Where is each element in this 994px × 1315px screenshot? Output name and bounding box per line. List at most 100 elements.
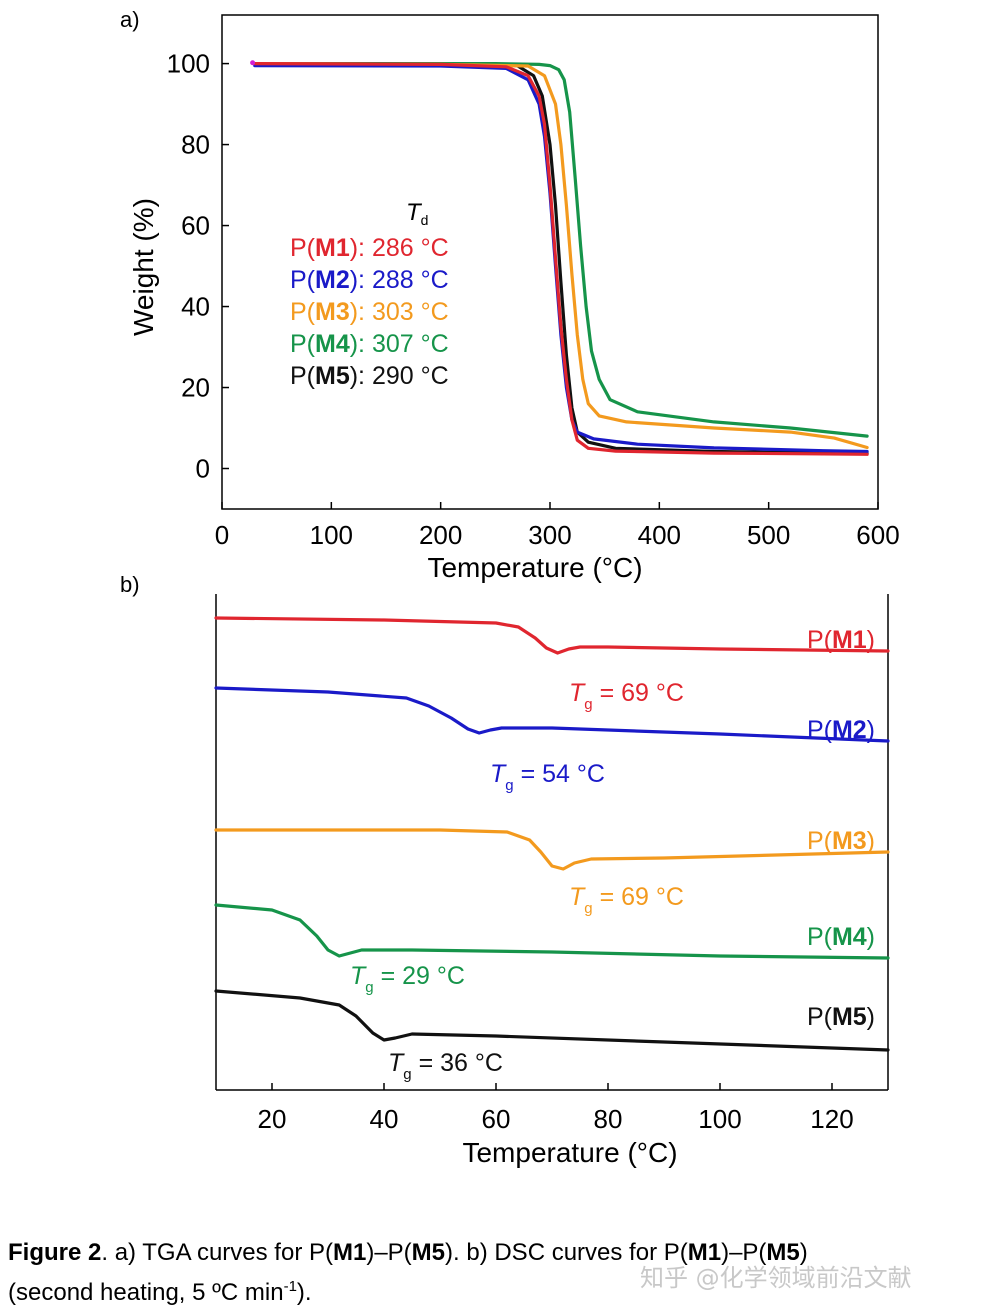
x-tick-label: 120	[810, 1104, 853, 1134]
x-tick-label: 200	[419, 520, 462, 550]
tg-subscript: g	[584, 900, 592, 917]
legend-entry-text: P(	[290, 330, 316, 358]
legend-title-subscript: d	[421, 212, 429, 228]
series-name-bold: M3	[832, 827, 867, 855]
x-axis-label: Temperature (°C)	[427, 552, 642, 583]
caption-text: ). b) DSC curves for P(	[445, 1239, 688, 1266]
panel-a-label: a)	[120, 7, 140, 32]
series-name-text: P(	[807, 626, 833, 654]
x-axis-label: Temperature (°C)	[462, 1137, 677, 1168]
series-name-text: P(	[807, 716, 833, 744]
legend-entry-text: P(	[290, 234, 316, 262]
tg-value: = 69 °C	[593, 679, 684, 707]
series-name-label: P(M1)	[807, 626, 875, 654]
dsc-series-line	[214, 828, 890, 871]
tg-annotation: Tg = 29 °C	[350, 962, 465, 996]
tga-panel: a) 0 100 200 300 400 500 600 0 20 40 60 80 100 Tempera…	[120, 7, 900, 583]
series-name-text: )	[867, 626, 875, 654]
x-tick-label: 20	[258, 1104, 287, 1134]
legend-entry-text: ): 286 °C	[350, 234, 449, 262]
series-name-text: P(	[807, 827, 833, 855]
x-tick-label: 100	[698, 1104, 741, 1134]
series-name-bold: M1	[832, 626, 867, 654]
series-name-bold: M2	[832, 716, 867, 744]
caption-text: )–P(	[366, 1239, 412, 1266]
tg-symbol: T	[569, 883, 586, 911]
tg-annotation: Tg = 69 °C	[569, 883, 684, 917]
caption-text: ).	[296, 1279, 312, 1306]
legend-entry-bold: M5	[315, 362, 350, 390]
caption-bold: M1	[332, 1239, 367, 1266]
x-tick-label: 300	[528, 520, 571, 550]
tg-annotation: Tg = 54 °C	[490, 760, 605, 794]
caption-text: )	[799, 1239, 808, 1266]
tg-symbol: T	[490, 760, 507, 788]
series-name-label: P(M4)	[807, 923, 875, 951]
legend-entry: P(M5): 290 °C	[290, 362, 449, 390]
caption-bold: M5	[411, 1239, 446, 1266]
legend-entry-text: ): 307 °C	[350, 330, 449, 358]
caption-text: . a) TGA curves for P(	[101, 1239, 333, 1266]
y-tick-label: 60	[181, 211, 210, 241]
legend-entry-text: P(	[290, 266, 316, 294]
tga-series-line	[253, 62, 869, 456]
figure: a) 0 100 200 300 400 500 600 0 20 40 60 80 100 Tempera…	[120, 7, 900, 1168]
tg-subscript: g	[505, 777, 513, 794]
x-tick-label: 60	[482, 1104, 511, 1134]
start-marker	[250, 60, 256, 66]
y-tick-label: 100	[167, 49, 210, 79]
x-tick-label: 400	[638, 520, 681, 550]
legend-entry: P(M1): 286 °C	[290, 234, 449, 262]
caption-text: )–P(	[721, 1239, 767, 1266]
legend-entry-text: ): 303 °C	[350, 298, 449, 326]
series-name-label: P(M5)	[807, 1003, 875, 1031]
legend-entry-bold: M4	[315, 330, 350, 358]
tg-value: = 29 °C	[374, 962, 465, 990]
legend-entry-text: P(	[290, 362, 316, 390]
legend-entry-text: P(	[290, 298, 316, 326]
tga-series-line	[253, 62, 869, 450]
series-name-text: P(	[807, 1003, 833, 1031]
dsc-series-line	[214, 989, 890, 1052]
legend-entry-bold: M2	[315, 266, 350, 294]
tg-subscript: g	[403, 1066, 411, 1083]
series-name-bold: M5	[832, 1003, 867, 1031]
tg-symbol: T	[388, 1049, 405, 1077]
series-name-text: )	[867, 1003, 875, 1031]
legend-entry-text: ): 288 °C	[350, 266, 449, 294]
series-name-text: P(	[807, 923, 833, 951]
tga-series-line	[253, 62, 869, 456]
x-tick-label: 80	[594, 1104, 623, 1134]
caption-bold: M5	[766, 1239, 800, 1266]
series-name-label: P(M2)	[807, 716, 875, 744]
caption-figure-label: Figure 2	[8, 1239, 102, 1266]
tg-symbol: T	[350, 962, 367, 990]
legend-title-symbol: T	[406, 199, 423, 226]
tg-subscript: g	[365, 979, 373, 996]
x-tick-label: 100	[310, 520, 353, 550]
tg-value: = 36 °C	[412, 1049, 503, 1077]
series-name-label: P(M3)	[807, 827, 875, 855]
series-name-text: )	[867, 716, 875, 744]
tg-symbol: T	[569, 679, 586, 707]
dsc-series-line	[214, 903, 890, 960]
legend-entry-bold: M3	[315, 298, 350, 326]
tg-subscript: g	[584, 696, 592, 713]
y-tick-label: 40	[181, 292, 210, 322]
caption-superscript: -1	[283, 1278, 297, 1295]
y-tick-label: 80	[181, 130, 210, 160]
y-tick-label: 20	[181, 373, 210, 403]
dsc-series-line	[214, 616, 890, 655]
x-tick-label: 40	[370, 1104, 399, 1134]
tga-series-line	[253, 62, 869, 438]
x-tick-label: 500	[747, 520, 790, 550]
tg-value: = 69 °C	[593, 883, 684, 911]
legend-title: Td	[406, 199, 428, 228]
legend-entry: P(M3): 303 °C	[290, 298, 449, 326]
legend-entry-text: ): 290 °C	[350, 362, 449, 390]
y-tick-label: 0	[196, 454, 210, 484]
series-name-text: )	[867, 923, 875, 951]
series-name-text: )	[867, 827, 875, 855]
watermark: 知乎 @化学领域前沿文献	[640, 1264, 912, 1292]
